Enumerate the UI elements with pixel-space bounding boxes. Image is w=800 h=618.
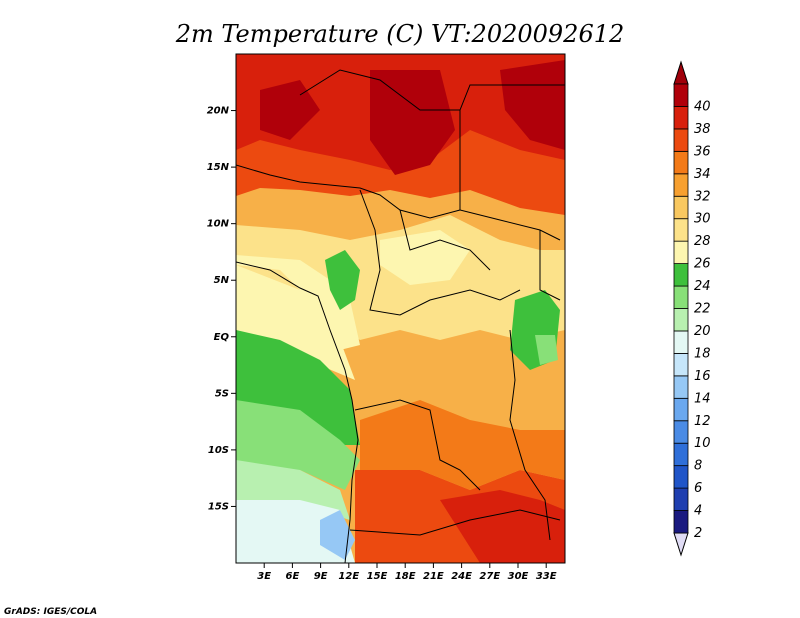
lat-tick-label: 5S [215, 388, 229, 399]
field-patch-lake-victoria [535, 335, 558, 365]
colorbar-segment [673, 397, 689, 422]
colorbar-segment [673, 352, 689, 377]
lat-tick-label: 5N [214, 275, 230, 286]
field-band-hottest-north [260, 60, 565, 175]
map-title: 2m Temperature (C) VT:2020092612 [175, 20, 625, 48]
lon-tick-label: 12E [338, 571, 359, 582]
lat-tick-label: 15N [207, 162, 230, 173]
colorbar-segment [673, 263, 689, 287]
lon-tick-label: 15E [367, 571, 388, 582]
colorbar-label: 34 [694, 167, 711, 182]
colorbar-label: 32 [694, 189, 711, 204]
colorbar-segment [673, 218, 689, 242]
colorbar-label: 22 [694, 302, 711, 317]
colorbar-label: 16 [694, 369, 711, 384]
lat-tick-label: EQ [214, 332, 230, 343]
colorbar-segment [673, 308, 689, 332]
colorbar-label: 10 [694, 436, 711, 451]
temperature-field [236, 54, 565, 563]
border-south-2 [349, 509, 561, 536]
lon-tick-label: 30E [508, 571, 529, 582]
lon-tick-label: 3E [257, 571, 271, 582]
colorbar-segment [673, 128, 689, 152]
border-east-2 [539, 230, 561, 301]
lat-tick-label: 10S [208, 445, 229, 456]
lon-tick-label: 9E [314, 571, 328, 582]
border-central-2 [459, 110, 561, 241]
border-south-1 [354, 399, 481, 491]
border-central-1 [359, 189, 521, 316]
border-east-rift [509, 329, 551, 541]
field-band-warm-south [360, 400, 565, 490]
lon-tick-label: 6E [286, 571, 300, 582]
lat-tick-label: 15S [208, 501, 229, 512]
colorbar-segment [673, 330, 689, 354]
colorbar-label: 38 [694, 122, 711, 137]
colorbar-segment [673, 465, 689, 489]
colorbar-segment [673, 195, 689, 220]
map-frame [235, 53, 566, 564]
field-band-hotter-south [440, 490, 565, 563]
colorbar-segment [673, 106, 689, 130]
colorbar-under-arrow [673, 532, 689, 557]
colorbar-label: 26 [694, 257, 711, 272]
colorbar-segment [673, 510, 689, 534]
colorbar-segment [673, 173, 689, 197]
colorbar-segment [673, 487, 689, 511]
border-north-1 [236, 164, 461, 219]
colorbar-label: 20 [694, 324, 711, 339]
colorbar-segment [673, 240, 689, 264]
border-central-3 [399, 209, 491, 271]
field-ocean-pale [236, 265, 355, 380]
coastline-west [236, 261, 359, 563]
colorbar-segment [673, 420, 689, 444]
field-ocean-light-blue [320, 510, 355, 560]
colorbar-label: 4 [694, 504, 702, 519]
colorbar-label: 36 [694, 144, 711, 159]
colorbar-segment [673, 83, 689, 107]
colorbar-segment [673, 375, 689, 399]
lon-tick-label: 21E [423, 571, 444, 582]
colorbar-label: 2 [694, 526, 702, 541]
lat-tick-label: 10N [207, 219, 230, 230]
latitude-axis: 20N 15N 10N 5N EQ 5S 10S 15S [207, 106, 236, 512]
field-patch-cameroon [325, 250, 360, 310]
border-north-2 [299, 69, 565, 111]
longitude-axis: 3E 6E 9E 12E 15E 18E 21E 24E 27E 30E 33E [257, 563, 557, 582]
lon-tick-label: 24E [451, 571, 472, 582]
field-ocean-green [236, 330, 360, 445]
field-band-pale-middle [236, 230, 470, 350]
political-boundaries [236, 69, 565, 563]
lon-tick-label: 18E [395, 571, 416, 582]
colorbar-over-arrow [673, 60, 689, 85]
lat-tick-label: 20N [207, 106, 230, 117]
colorbar-label: 28 [694, 234, 711, 249]
colorbar-segment [673, 442, 689, 467]
colorbar-segment [673, 285, 689, 309]
grads-credit: GrADS: IGES/COLA [4, 607, 97, 617]
colorbar-label: 18 [694, 346, 711, 361]
colorbar-label: 40 [694, 99, 711, 114]
colorbar-label: 14 [694, 391, 711, 406]
colorbar-segment [673, 150, 689, 175]
colorbar-label: 30 [694, 212, 711, 227]
lon-tick-label: 27E [479, 571, 500, 582]
colorbar-label: 24 [694, 279, 711, 294]
colorbar-label: 12 [694, 414, 711, 429]
colorbar-label: 6 [694, 481, 702, 496]
colorbar-label: 8 [694, 459, 702, 474]
lon-tick-label: 33E [536, 571, 557, 582]
